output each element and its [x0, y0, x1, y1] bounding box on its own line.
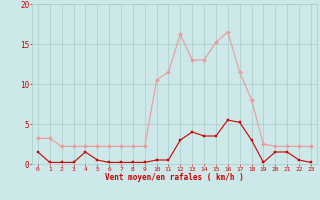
X-axis label: Vent moyen/en rafales ( km/h ): Vent moyen/en rafales ( km/h )	[105, 173, 244, 182]
